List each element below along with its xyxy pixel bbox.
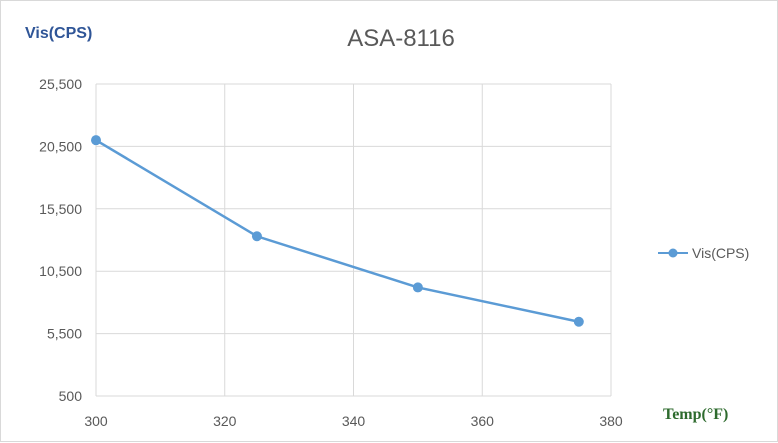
data-point	[251, 231, 262, 242]
data-point	[412, 282, 423, 293]
legend: Vis(CPS)	[658, 245, 749, 261]
data-point	[91, 135, 101, 146]
y-axis-label: Vis(CPS)	[25, 25, 93, 42]
x-tick-label: 360	[471, 413, 495, 429]
y-tick-label: 20,500	[39, 138, 82, 154]
y-tick-label: 15,500	[39, 201, 82, 217]
y-tick-label: 25,500	[39, 76, 82, 92]
y-tick-label: 10,500	[39, 263, 82, 279]
x-tick-label: 300	[84, 413, 108, 429]
x-axis-label: Temp(°F)	[663, 406, 729, 423]
x-tick-label: 380	[599, 413, 623, 429]
x-tick-label: 320	[213, 413, 237, 429]
chart-title: ASA-8116	[347, 25, 455, 52]
data-point	[573, 316, 584, 327]
series-line	[95, 139, 580, 323]
y-tick-label: 500	[59, 388, 83, 404]
legend-label: Vis(CPS)	[692, 245, 750, 261]
legend-marker-icon	[658, 248, 688, 258]
x-tick-label: 340	[342, 413, 366, 429]
y-tick-label: 5,500	[47, 326, 82, 342]
